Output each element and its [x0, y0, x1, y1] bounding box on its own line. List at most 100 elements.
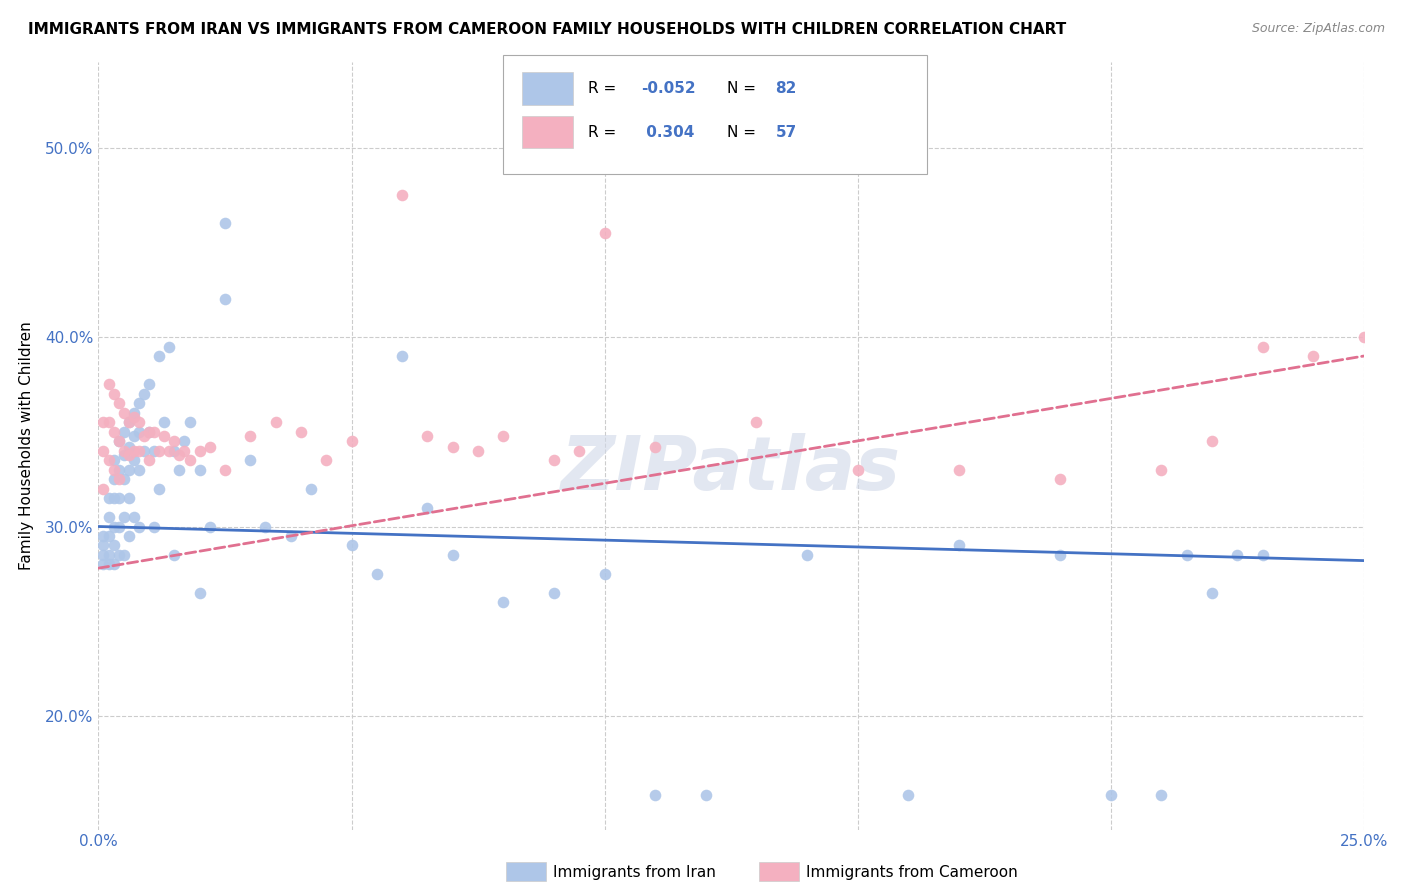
Point: [416, 500, 439, 515]
Point: [391, 188, 413, 202]
Point: [107, 519, 129, 533]
Text: ZIPatlas: ZIPatlas: [561, 433, 901, 506]
Point: [103, 463, 125, 477]
Point: [1302, 349, 1324, 363]
Point: [239, 453, 262, 467]
Point: [1201, 586, 1223, 600]
Point: [366, 566, 388, 581]
Point: [391, 349, 413, 363]
Point: [644, 789, 666, 803]
Point: [163, 443, 186, 458]
Point: [93, 529, 115, 543]
Point: [948, 538, 970, 552]
Point: [695, 789, 717, 803]
Point: [132, 428, 155, 442]
Point: [118, 529, 141, 543]
Point: [644, 440, 666, 454]
Point: [97, 558, 120, 572]
Point: [1049, 472, 1071, 486]
Point: [1049, 548, 1071, 562]
FancyBboxPatch shape: [523, 72, 574, 104]
Point: [118, 463, 141, 477]
Point: [112, 548, 135, 562]
Text: N =: N =: [727, 81, 761, 96]
Point: [103, 538, 125, 552]
Point: [188, 443, 211, 458]
Point: [112, 448, 135, 462]
Point: [112, 406, 135, 420]
Point: [264, 415, 287, 429]
Point: [846, 463, 869, 477]
Point: [153, 415, 176, 429]
Point: [169, 463, 191, 477]
Point: [153, 428, 176, 442]
Point: [97, 529, 120, 543]
Point: [103, 519, 125, 533]
Point: [1353, 330, 1375, 344]
Point: [198, 519, 221, 533]
Point: [441, 440, 464, 454]
Point: [593, 566, 616, 581]
Point: [132, 443, 155, 458]
Point: [543, 453, 565, 467]
Point: [796, 548, 818, 562]
Point: [157, 340, 180, 354]
Text: R =: R =: [588, 125, 621, 140]
Point: [112, 510, 135, 524]
Point: [492, 595, 515, 609]
Point: [103, 472, 125, 486]
Point: [93, 482, 115, 496]
Point: [118, 448, 141, 462]
Point: [214, 463, 236, 477]
Text: R =: R =: [588, 81, 621, 96]
Point: [173, 434, 195, 449]
Point: [299, 482, 322, 496]
Point: [103, 387, 125, 401]
Point: [1251, 548, 1274, 562]
Point: [107, 463, 129, 477]
Point: [128, 415, 150, 429]
Point: [148, 349, 170, 363]
Point: [948, 463, 970, 477]
Point: [543, 586, 565, 600]
Point: [214, 292, 236, 306]
Point: [128, 396, 150, 410]
Point: [97, 377, 120, 392]
FancyBboxPatch shape: [523, 116, 574, 148]
Point: [143, 425, 166, 439]
Point: [118, 415, 141, 429]
Point: [157, 443, 180, 458]
Text: N =: N =: [727, 125, 761, 140]
Point: [188, 463, 211, 477]
Point: [107, 548, 129, 562]
Point: [290, 425, 312, 439]
Point: [93, 538, 115, 552]
Text: Source: ZipAtlas.com: Source: ZipAtlas.com: [1251, 22, 1385, 36]
Point: [340, 434, 363, 449]
Point: [93, 443, 115, 458]
Point: [1201, 434, 1223, 449]
Point: [163, 548, 186, 562]
Point: [107, 434, 129, 449]
Text: Immigrants from Iran: Immigrants from Iran: [553, 865, 716, 880]
Point: [467, 443, 489, 458]
Text: Immigrants from Cameroon: Immigrants from Cameroon: [806, 865, 1018, 880]
Point: [492, 428, 515, 442]
Point: [188, 586, 211, 600]
Point: [103, 453, 125, 467]
Point: [97, 415, 120, 429]
Point: [254, 519, 277, 533]
Point: [122, 428, 145, 442]
Point: [1175, 548, 1198, 562]
Point: [97, 453, 120, 467]
Point: [148, 443, 170, 458]
Point: [132, 387, 155, 401]
Point: [107, 396, 129, 410]
Point: [122, 406, 145, 420]
Point: [112, 425, 135, 439]
Point: [745, 415, 768, 429]
Point: [593, 226, 616, 240]
Point: [107, 491, 129, 505]
Text: -0.052: -0.052: [641, 81, 696, 96]
Point: [118, 415, 141, 429]
